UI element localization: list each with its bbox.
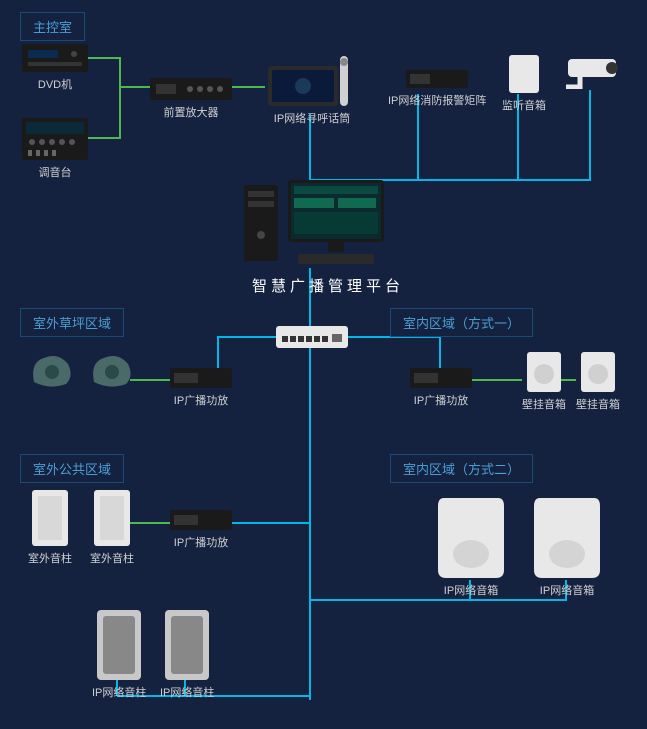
ip-pager-icon: [268, 56, 356, 106]
platform-title: 智慧广播管理平台: [252, 275, 404, 296]
ip-col-2-label: IP网络音柱: [160, 684, 214, 700]
device-dvd: DVD机: [22, 44, 88, 92]
device-mixer: 调音台: [22, 118, 88, 180]
device-pc-monitor: [288, 180, 384, 266]
device-preamp: 前置放大器: [150, 78, 232, 120]
mixer-icon: [22, 118, 88, 160]
monitor-speaker-label: 监听音箱: [502, 97, 546, 113]
device-rock-speaker-2: [90, 352, 134, 388]
device-pc-tower: [244, 185, 278, 261]
mixer-label: 调音台: [39, 164, 72, 180]
dvd-label: DVD机: [38, 76, 72, 92]
column-speaker-icon: [94, 490, 130, 546]
device-column-out-2: 室外音柱: [90, 490, 134, 566]
device-ip-col-1: IP网络音柱: [92, 610, 146, 700]
net-speaker-icon: [438, 498, 504, 578]
column-out-2-label: 室外音柱: [90, 550, 134, 566]
device-wall-speaker-1: 壁挂音箱: [522, 352, 566, 412]
amp-icon: [170, 510, 232, 530]
section-indoor-1: 室内区域（方式一）: [390, 308, 533, 337]
pc-monitor-icon: [288, 180, 384, 266]
column-speaker-icon: [32, 490, 68, 546]
switch-icon: [276, 326, 348, 348]
wall-speaker-2-label: 壁挂音箱: [576, 396, 620, 412]
net-column-icon: [97, 610, 141, 680]
device-ip-pager: IP网络寻呼话筒: [268, 56, 356, 126]
fire-alarm-icon: [406, 70, 468, 88]
ip-pager-label: IP网络寻呼话筒: [274, 110, 350, 126]
amp-icon: [410, 368, 472, 388]
wall-speaker-icon: [527, 352, 561, 392]
dvd-icon: [22, 44, 88, 72]
amp-icon: [170, 368, 232, 388]
pc-tower-icon: [244, 185, 278, 261]
ip-amp-public-label: IP广播功放: [174, 534, 228, 550]
device-camera: [560, 55, 624, 89]
ip-amp-indoor1-label: IP广播功放: [414, 392, 468, 408]
section-indoor-2: 室内区域（方式二）: [390, 454, 533, 483]
wall-speaker-1-label: 壁挂音箱: [522, 396, 566, 412]
device-monitor-speaker: 监听音箱: [502, 55, 546, 113]
device-wall-speaker-2: 壁挂音箱: [576, 352, 620, 412]
net-speaker-icon: [534, 498, 600, 578]
section-main-control: 主控室: [20, 12, 85, 41]
device-ip-net-speaker-2: IP网络音箱: [534, 498, 600, 598]
rock-speaker-icon: [90, 352, 134, 388]
device-fire-alarm: IP网络消防报警矩阵: [388, 70, 486, 108]
device-ip-net-speaker-1: IP网络音箱: [438, 498, 504, 598]
device-switch: [276, 326, 348, 348]
camera-icon: [560, 55, 624, 89]
wall-speaker-icon: [581, 352, 615, 392]
monitor-speaker-icon: [509, 55, 539, 93]
device-ip-col-2: IP网络音柱: [160, 610, 214, 700]
ip-col-1-label: IP网络音柱: [92, 684, 146, 700]
device-ip-amp-indoor1: IP广播功放: [410, 368, 472, 408]
ip-net-speaker-2-label: IP网络音箱: [540, 582, 594, 598]
column-out-1-label: 室外音柱: [28, 550, 72, 566]
section-outdoor-lawn: 室外草坪区域: [20, 308, 124, 337]
device-column-out-1: 室外音柱: [28, 490, 72, 566]
preamp-icon: [150, 78, 232, 100]
section-outdoor-public: 室外公共区域: [20, 454, 124, 483]
fire-alarm-label: IP网络消防报警矩阵: [388, 92, 486, 108]
device-ip-amp-lawn: IP广播功放: [170, 368, 232, 408]
net-column-icon: [165, 610, 209, 680]
ip-net-speaker-1-label: IP网络音箱: [444, 582, 498, 598]
preamp-label: 前置放大器: [164, 104, 219, 120]
ip-amp-lawn-label: IP广播功放: [174, 392, 228, 408]
device-ip-amp-public: IP广播功放: [170, 510, 232, 550]
rock-speaker-icon: [30, 352, 74, 388]
device-rock-speaker-1: [30, 352, 74, 388]
